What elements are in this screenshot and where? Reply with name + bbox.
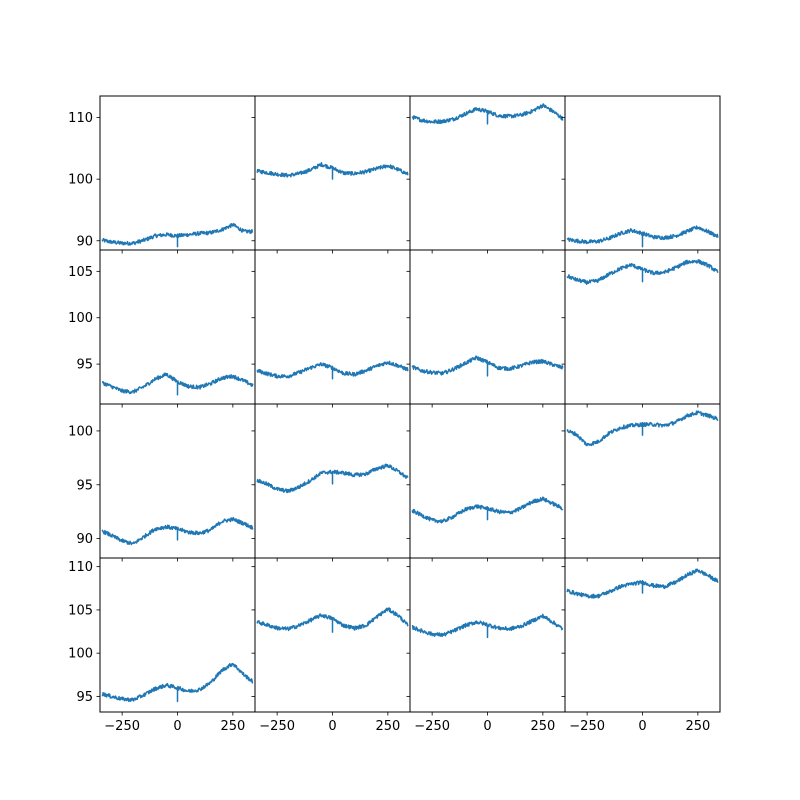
x-tick-label: −250 [414,719,450,734]
series-line-r1c2 [411,355,564,377]
x-tick-label: 250 [220,719,245,734]
x-tick-label: −250 [104,719,140,734]
series-line-r2c2 [411,496,564,524]
x-tick-label: 250 [375,719,400,734]
series-line-r2c1 [256,463,409,494]
y-tick-label: 95 [76,358,93,373]
series-line-r0c1 [256,162,409,180]
series-line-r1c0 [101,372,254,396]
x-tick-label: 0 [328,719,336,734]
y-tick-label: 110 [68,111,93,126]
x-tick-label: 250 [685,719,710,734]
series-line-r1c3 [566,259,719,285]
plot-layer [101,103,719,703]
y-tick-label: 95 [76,690,93,705]
series-line-r2c3 [566,410,719,447]
series-line-r3c0 [101,662,254,703]
series-line-r0c3 [566,225,719,248]
series-line-r0c0 [101,222,254,248]
tick-layer: 90 100 110 95 100 105 90 95 100 95 100 105 110 −250 0 2… [68,111,710,734]
x-tick-label: −250 [259,719,295,734]
y-tick-label: 105 [68,265,93,280]
series-line-r3c1 [256,607,409,633]
y-tick-label: 105 [68,603,93,618]
y-tick-label: 100 [68,647,93,662]
y-tick-label: 110 [68,560,93,575]
series-line-r2c0 [101,517,254,546]
x-tick-label: 250 [530,719,555,734]
y-tick-label: 100 [68,173,93,188]
x-tick-label: 0 [173,719,181,734]
x-tick-label: 0 [638,719,646,734]
y-tick-label: 90 [76,532,93,547]
y-tick-label: 100 [68,424,93,439]
series-line-r1c1 [256,360,409,380]
series-line-r3c2 [411,613,564,639]
series-line-r0c2 [411,103,564,125]
x-tick-label: 0 [483,719,491,734]
series-line-r3c3 [566,568,719,599]
y-tick-label: 90 [76,234,93,249]
y-tick-label: 100 [68,311,93,326]
y-tick-label: 95 [76,478,93,493]
x-tick-label: −250 [569,719,605,734]
